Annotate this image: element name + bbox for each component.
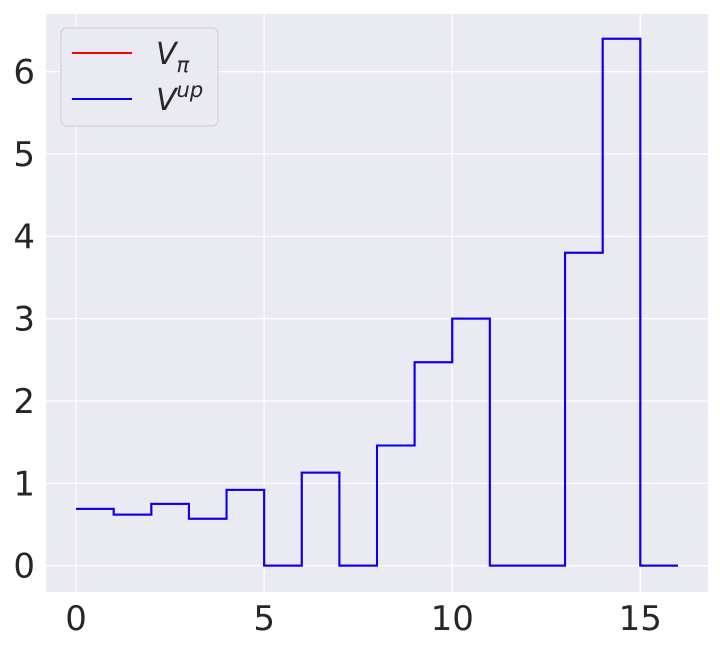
x-tick-label: 15 [619,599,662,639]
y-tick-label: 2 [13,382,35,422]
legend-label-v-pi: Vπ [156,37,190,77]
y-tick-label: 0 [13,547,35,587]
x-tick-label: 10 [431,599,474,639]
y-tick-label: 6 [13,53,35,93]
legend-box [60,27,219,127]
x-tick-label: 5 [253,599,275,639]
grid [46,14,708,592]
y-tick-label: 4 [13,217,35,257]
y-tick-labels: 0 1 2 3 4 5 6 [13,53,35,587]
y-tick-label: 3 [13,300,35,340]
y-tick-label: 1 [13,464,35,504]
y-tick-label: 5 [13,135,35,175]
series-group [76,37,678,567]
legend-label-v-up: Vup [156,78,203,118]
legend: Vπ Vup [60,27,219,127]
x-tick-label: 0 [65,599,87,639]
x-tick-labels: 0 5 10 15 [65,599,662,639]
series-line-v-up [76,37,678,567]
